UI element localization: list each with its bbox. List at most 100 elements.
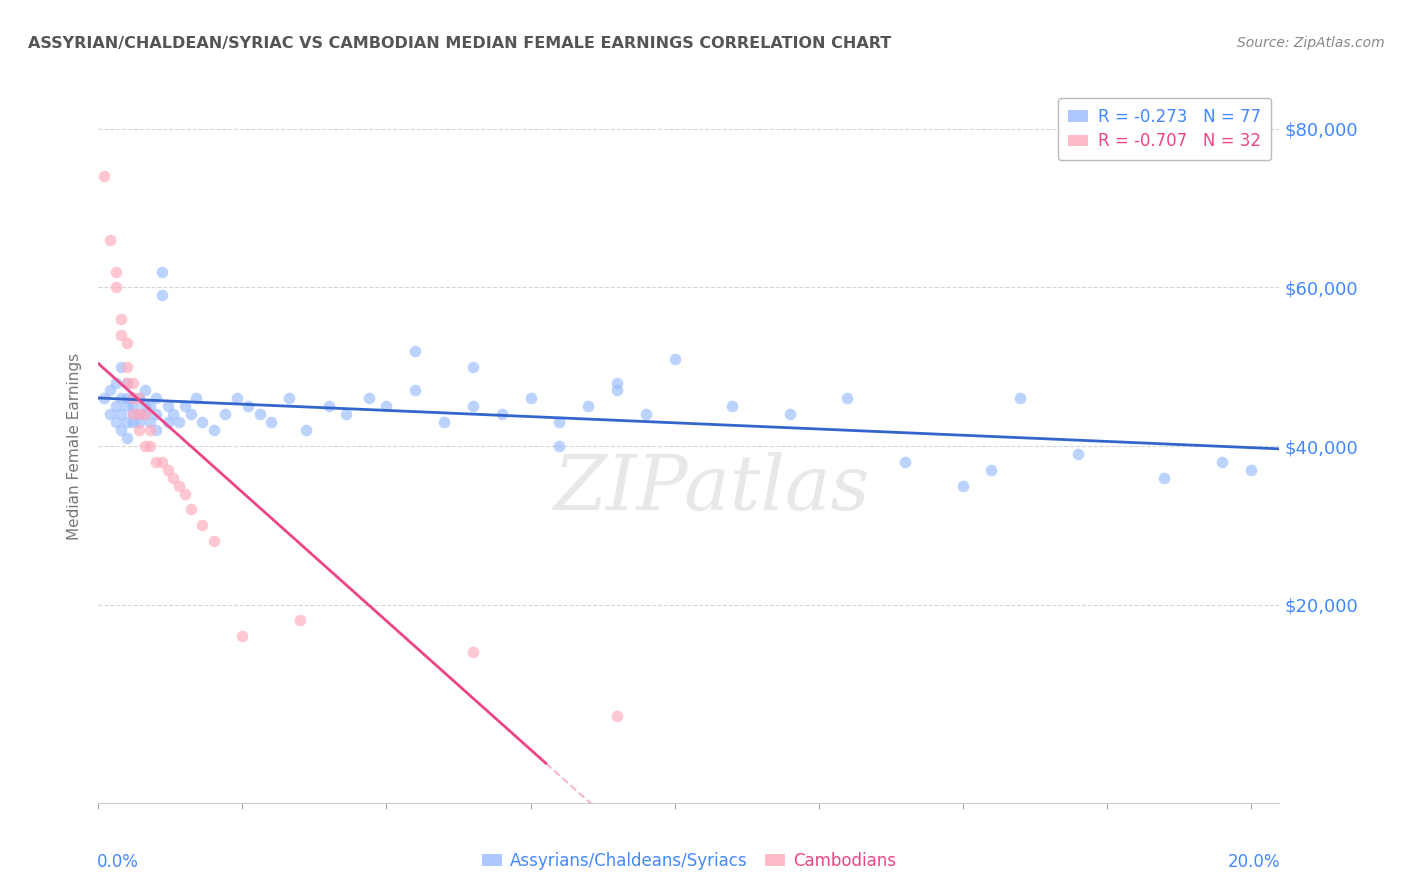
Point (180, 407, 202, 421)
Point (104, 415, 127, 429)
Point (214, 407, 236, 421)
Text: 0.0%: 0.0% (97, 853, 139, 871)
Point (548, 415, 571, 429)
Point (110, 328, 132, 343)
Point (122, 392, 145, 406)
Point (115, 400, 138, 414)
Point (128, 392, 150, 406)
Point (110, 359, 132, 374)
Point (134, 407, 156, 421)
Point (115, 392, 138, 406)
Point (139, 415, 162, 429)
Point (576, 400, 599, 414)
Point (134, 384, 156, 398)
Point (93, 392, 115, 406)
Point (461, 400, 484, 414)
Point (491, 407, 513, 421)
Point (191, 518, 214, 533)
Point (104, 264, 127, 278)
Point (1153, 471, 1175, 485)
Point (115, 376, 138, 390)
Point (318, 400, 340, 414)
Point (110, 407, 132, 421)
Point (277, 392, 299, 406)
Point (115, 376, 138, 390)
Point (952, 478, 974, 492)
Point (837, 392, 859, 406)
Point (128, 415, 150, 429)
Point (115, 431, 138, 445)
Point (1010, 392, 1032, 406)
Point (1211, 455, 1233, 469)
Text: 20.0%: 20.0% (1229, 853, 1281, 871)
Point (134, 400, 156, 414)
Point (173, 400, 195, 414)
Point (779, 407, 801, 421)
Text: Source: ZipAtlas.com: Source: ZipAtlas.com (1237, 36, 1385, 50)
Point (98, 233, 121, 247)
Y-axis label: Median Female Earnings: Median Female Earnings (67, 352, 83, 540)
Point (295, 423, 318, 437)
Point (1067, 447, 1090, 461)
Point (202, 534, 225, 549)
Point (404, 384, 426, 398)
Point (145, 423, 167, 437)
Point (433, 415, 456, 429)
Point (634, 407, 657, 421)
Point (128, 423, 150, 437)
Point (359, 392, 381, 406)
Point (145, 407, 167, 421)
Point (167, 415, 190, 429)
Point (162, 407, 184, 421)
Point (231, 629, 253, 643)
Point (115, 415, 138, 429)
Point (134, 439, 156, 453)
Point (186, 392, 208, 406)
Point (288, 614, 311, 628)
Point (150, 264, 173, 278)
Point (98, 384, 121, 398)
Point (110, 392, 132, 406)
Point (260, 415, 283, 429)
Point (156, 415, 179, 429)
Point (110, 423, 132, 437)
Point (139, 423, 162, 437)
Point (606, 376, 628, 390)
Point (202, 423, 225, 437)
Point (122, 407, 145, 421)
Point (162, 471, 184, 485)
Point (110, 312, 132, 326)
Point (115, 335, 138, 350)
Point (1240, 463, 1263, 477)
Point (156, 463, 179, 477)
Point (122, 415, 145, 429)
Point (335, 407, 357, 421)
Point (150, 288, 173, 302)
Legend: Assyrians/Chaldeans/Syriacs, Cambodians: Assyrians/Chaldeans/Syriacs, Cambodians (475, 846, 903, 877)
Point (404, 343, 426, 358)
Point (461, 359, 484, 374)
Point (122, 392, 145, 406)
Point (145, 392, 167, 406)
Point (145, 455, 167, 469)
Point (519, 392, 541, 406)
Point (180, 502, 202, 516)
Text: ZIPatlas: ZIPatlas (554, 452, 870, 525)
Point (606, 384, 628, 398)
Point (104, 280, 127, 294)
Point (894, 455, 917, 469)
Point (173, 486, 195, 500)
Point (134, 407, 156, 421)
Point (606, 708, 628, 723)
Point (150, 455, 173, 469)
Point (249, 407, 271, 421)
Point (122, 376, 145, 390)
Point (980, 463, 1002, 477)
Point (115, 359, 138, 374)
Point (191, 415, 214, 429)
Point (156, 400, 179, 414)
Point (98, 407, 121, 421)
Point (461, 645, 484, 659)
Point (122, 400, 145, 414)
Point (225, 392, 247, 406)
